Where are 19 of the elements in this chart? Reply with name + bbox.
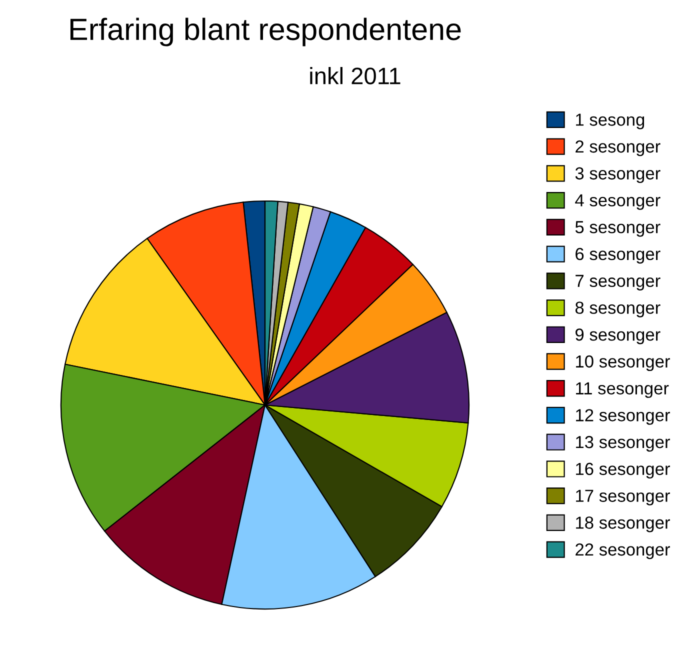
legend-label: 1 sesong bbox=[576, 114, 644, 130]
legend-label: 16 sesonger bbox=[576, 462, 670, 479]
legend-label: 7 sesonger bbox=[576, 274, 660, 290]
legend-label: 22 sesonger bbox=[576, 543, 670, 560]
legend-label: 2 sesonger bbox=[576, 140, 660, 156]
legend-label: 4 sesonger bbox=[575, 194, 660, 210]
chart-title: Erfaring blant respondentene bbox=[70, 18, 461, 46]
legend-label: 3 sesonger bbox=[575, 167, 660, 183]
legend-label: 5 sesonger bbox=[575, 221, 660, 237]
legend-label: 13 sesonger bbox=[576, 436, 670, 452]
chart-subtitle: inkl 2011 bbox=[310, 66, 400, 84]
legend-label: 18 sesonger bbox=[576, 516, 670, 532]
legend-label: 11 sesonger bbox=[576, 382, 669, 398]
legend-label: 9 sesonger bbox=[576, 328, 660, 344]
legend-label: 17 sesonger bbox=[576, 490, 670, 506]
legend-label: 8 sesonger bbox=[575, 302, 660, 318]
legend-label: 10 sesonger bbox=[576, 355, 670, 372]
legend-label: 12 sesonger bbox=[576, 409, 670, 425]
legend-label: 6 sesonger bbox=[576, 248, 660, 264]
